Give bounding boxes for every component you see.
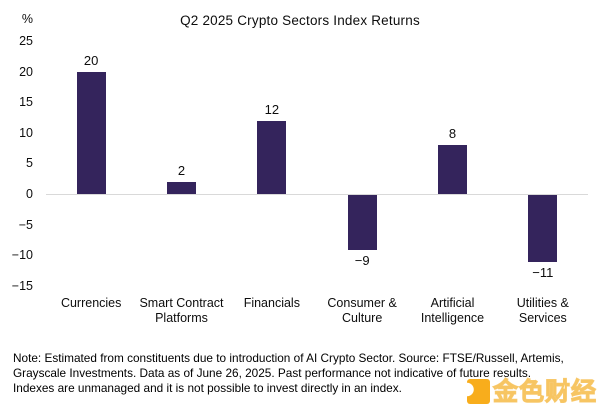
bar-value-label: 12 <box>264 101 280 117</box>
x-axis-category-label: Consumer & Culture <box>327 296 397 325</box>
watermark-text: 金色财经 <box>492 378 597 406</box>
bar-value-label: 20 <box>83 52 99 68</box>
chart-bar <box>347 195 377 251</box>
x-axis-category-label: Utilities & Services <box>516 296 569 325</box>
zero-baseline <box>46 194 588 195</box>
note-line-3: Indexes are unmanaged and it is not poss… <box>13 381 402 395</box>
chart-bar <box>167 181 196 194</box>
chart-bar <box>528 195 558 263</box>
y-axis-tick-label: −10 <box>11 248 33 263</box>
y-axis-tick-label: 25 <box>19 34 33 48</box>
note-line-1: Note: Estimated from constituents due to… <box>13 351 564 365</box>
watermark: 金色财经 <box>466 378 597 406</box>
chart-bar <box>76 71 106 194</box>
x-axis-category-label: Smart Contract Platforms <box>139 296 224 325</box>
note-line-2: Grayscale Investments. Data as of June 2… <box>13 366 532 380</box>
y-axis-unit-label: % <box>21 12 33 26</box>
bar-value-label: −9 <box>354 253 370 269</box>
bar-value-label: −11 <box>532 265 554 281</box>
bar-value-label: 2 <box>177 162 186 178</box>
source-note: Note: Estimated from constituents due to… <box>13 351 597 396</box>
y-axis-tick-label: 0 <box>26 187 33 201</box>
y-axis-tick-label: 5 <box>26 156 33 171</box>
chart-bar <box>438 145 467 194</box>
y-axis-tick-label: −15 <box>11 278 33 293</box>
x-axis-category-label: Currencies <box>60 296 122 310</box>
y-axis-tick-label: 20 <box>19 64 33 79</box>
jinse-logo-icon <box>466 379 490 404</box>
x-axis-category-label: Financials <box>243 296 300 310</box>
y-axis-tick-label: −5 <box>18 217 33 232</box>
chart-bar <box>257 120 287 194</box>
chart-title: Q2 2025 Crypto Sectors Index Returns <box>180 13 420 28</box>
bar-value-label: 8 <box>448 126 457 142</box>
x-axis-category-label: Artificial Intelligence <box>420 296 485 325</box>
y-axis-tick-label: 10 <box>19 125 33 140</box>
y-axis-tick-label: 15 <box>19 95 33 110</box>
